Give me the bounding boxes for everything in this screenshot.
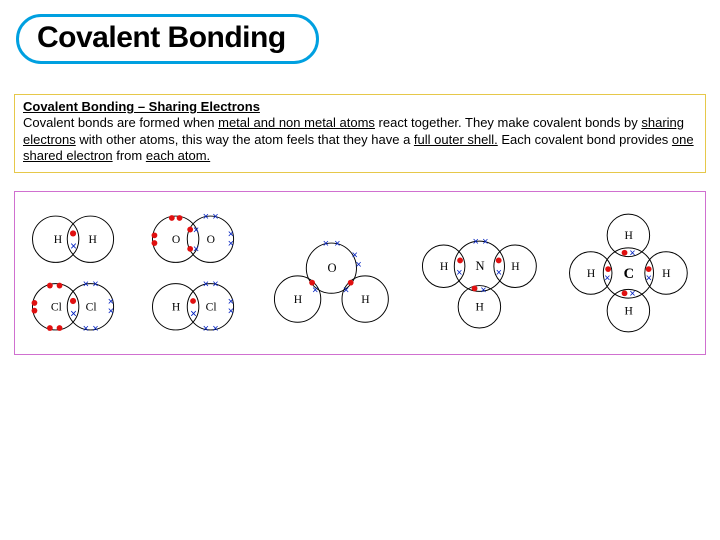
svg-text:×: × [83,323,89,335]
diagram-box: H H × Cl Cl × ×× ×× ×× [14,191,706,355]
explanation-body: Covalent bonds are formed when metal and… [23,115,694,163]
svg-text:×: × [457,267,463,279]
svg-text:×: × [70,308,77,320]
label-h: H [625,305,634,318]
mol-nh3: N H H H × × × × × [407,198,552,348]
svg-text:×: × [212,278,218,290]
label-h: H [587,267,596,280]
svg-text:×: × [322,238,328,250]
title-pill: Covalent Bonding [16,14,319,64]
svg-text:×: × [483,236,489,248]
page-title: Covalent Bonding [37,21,286,55]
svg-text:×: × [646,273,652,285]
svg-text:×: × [203,323,209,335]
svg-text:×: × [228,238,234,250]
svg-text:×: × [312,284,318,296]
svg-text:×: × [355,259,361,271]
svg-text:×: × [630,248,636,260]
svg-text:×: × [190,308,197,320]
svg-text:×: × [604,273,610,285]
label-cl: Cl [205,301,216,314]
label-c: C [624,266,634,282]
svg-text:×: × [83,278,89,290]
svg-text:×: × [193,244,199,256]
explanation-box: Covalent Bonding – Sharing Electrons Cov… [14,94,706,173]
explanation-heading: Covalent Bonding – Sharing Electrons [23,99,260,114]
diagram-row: H H × Cl Cl × ×× ×× ×× [19,198,701,348]
label-o: O [206,233,214,246]
mol-ch4: C H H H H × × × × [556,198,701,348]
svg-text:×: × [203,211,209,223]
label-h: H [54,233,63,246]
svg-text:×: × [92,278,98,290]
label-h: H [172,301,181,314]
svg-text:×: × [228,306,234,318]
svg-text:×: × [108,306,114,318]
svg-text:×: × [70,241,77,253]
svg-text:×: × [630,288,636,300]
svg-text:×: × [496,267,502,279]
svg-text:×: × [92,323,98,335]
svg-text:×: × [473,236,479,248]
label-h: H [293,293,302,306]
svg-text:×: × [203,278,209,290]
label-o: O [172,233,180,246]
label-h: H [361,293,370,306]
label-cl: Cl [86,301,97,314]
svg-text:×: × [193,224,199,236]
svg-text:×: × [212,323,218,335]
label-n: N [476,259,485,273]
svg-text:×: × [343,284,349,296]
label-h: H [476,301,485,314]
label-cl: Cl [51,301,62,314]
svg-text:×: × [212,211,218,223]
mol-h2o: O H H × × ×× ×× [259,198,404,348]
label-h: H [88,233,97,246]
label-h: H [512,260,521,273]
label-o: O [327,261,336,275]
label-h: H [662,267,671,280]
mol-o2-hcl: O O × × ×× ×× H Cl × ×× [139,198,255,348]
mol-h2-cl2: H H × Cl Cl × ×× ×× ×× [19,198,135,348]
svg-text:×: × [334,238,340,250]
label-h: H [625,229,634,242]
label-h: H [440,260,449,273]
svg-text:×: × [481,284,487,296]
